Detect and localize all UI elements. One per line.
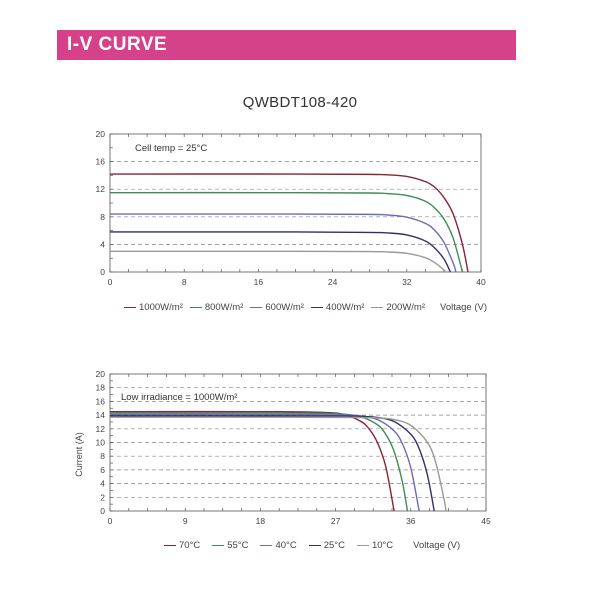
x-tick-label: 45: [481, 516, 491, 526]
legend-swatch: [308, 545, 321, 546]
legend-label: 200W/m²: [386, 302, 426, 313]
legend-swatch: [212, 545, 225, 546]
x-tick-label: 8: [182, 277, 187, 287]
x-tick-label: 9: [183, 516, 188, 526]
x-tick-label: 24: [328, 277, 338, 287]
legend-item: 10°C: [356, 540, 394, 551]
legend-label: 400W/m²: [325, 302, 365, 313]
legend-swatch: [371, 307, 384, 308]
y-tick-label: 12: [96, 184, 106, 194]
y-tick-label: 12: [96, 424, 106, 434]
legend-item: 1000W/m²: [124, 302, 183, 313]
y-tick-label: 0: [100, 506, 105, 516]
legend-item: 55°C: [212, 540, 248, 551]
y-tick-label: 20: [96, 129, 106, 139]
y-tick-label: 18: [96, 383, 106, 393]
legend-item: 400W/m²: [310, 302, 365, 313]
series-line: [109, 191, 464, 273]
x-tick-label: 0: [108, 516, 113, 526]
legend-label: 1000W/m²: [139, 302, 183, 313]
y-tick-label: 14: [96, 410, 106, 420]
series-line: [109, 250, 446, 273]
legend-label: 40°C: [275, 540, 297, 551]
x-tick-label: 18: [256, 516, 266, 526]
legend-item: 25°C: [308, 540, 345, 551]
x-axis-label: Voltage (V): [413, 540, 461, 551]
x-tick-label: 40: [476, 277, 486, 287]
legend-swatch: [189, 307, 202, 308]
legend-label: 25°C: [323, 540, 345, 551]
x-tick-label: 16: [254, 277, 264, 287]
y-axis-label: Current (A): [74, 432, 84, 477]
section-header-banner: I-V CURVE: [57, 30, 516, 60]
y-tick-label: 16: [96, 396, 106, 406]
y-tick-label: 20: [96, 369, 106, 379]
legend-swatch: [260, 545, 273, 546]
series-line: [109, 416, 447, 512]
x-axis-label: Voltage (V): [440, 302, 488, 313]
chart-0: 0 8 16 24 32 40 0 4 8 12 16 20 Cell temp = 25°C: [96, 129, 486, 287]
legend-item: 200W/m²: [371, 302, 425, 313]
legend-swatch: [164, 545, 176, 546]
series-line: [109, 410, 395, 512]
x-tick-label: 32: [402, 277, 412, 287]
legend-label: 10°C: [371, 540, 394, 551]
model-title: QWBDT108-420: [242, 94, 358, 111]
legend-label: 600W/m²: [265, 302, 304, 313]
series-line: [109, 173, 469, 273]
x-tick-label: 27: [331, 516, 341, 526]
legend-label: 70°C: [179, 540, 201, 551]
y-tick-label: 4: [100, 479, 105, 489]
legend-swatch: [124, 307, 136, 308]
legend-label: 55°C: [227, 540, 249, 551]
legend-swatch: [250, 307, 263, 308]
series-line: [109, 231, 452, 273]
legend-item: 600W/m²: [250, 302, 304, 313]
y-tick-label: 8: [100, 451, 105, 461]
legend-item: 70°C: [164, 540, 200, 551]
chart-annotation: Cell temp = 25°C: [135, 143, 207, 154]
x-tick-label: 0: [108, 277, 113, 287]
x-tick-label: 36: [406, 516, 416, 526]
legend-swatch: [356, 545, 369, 546]
legend-item: 40°C: [260, 540, 297, 551]
y-tick-label: 8: [100, 212, 105, 222]
y-tick-label: 16: [96, 157, 106, 167]
legend-irradiance: 1000W/m² 800W/m² 600W/m² 400W/m² 200W/m²…: [124, 302, 487, 313]
series-line: [109, 412, 409, 512]
y-tick-label: 10: [96, 438, 106, 448]
y-tick-label: 6: [100, 465, 105, 475]
y-tick-label: 2: [100, 492, 105, 502]
series-line: [109, 213, 457, 273]
section-title: I-V CURVE: [67, 34, 168, 55]
legend-swatch: [310, 307, 323, 308]
y-tick-label: 0: [100, 267, 105, 277]
chart-1: 0 9 18 27 36 45 0 2 4 6 8 10 12 14 16 18 20 Low irradianc…: [74, 369, 491, 526]
legend-item: 800W/m²: [189, 302, 244, 313]
chart-annotation: Low irradiance = 1000W/m²: [121, 392, 237, 403]
legend-label: 800W/m²: [204, 302, 244, 313]
legend-temperature: 70°C 55°C 40°C 25°C 10°C Voltage (V): [164, 540, 460, 551]
y-tick-label: 4: [100, 239, 105, 249]
